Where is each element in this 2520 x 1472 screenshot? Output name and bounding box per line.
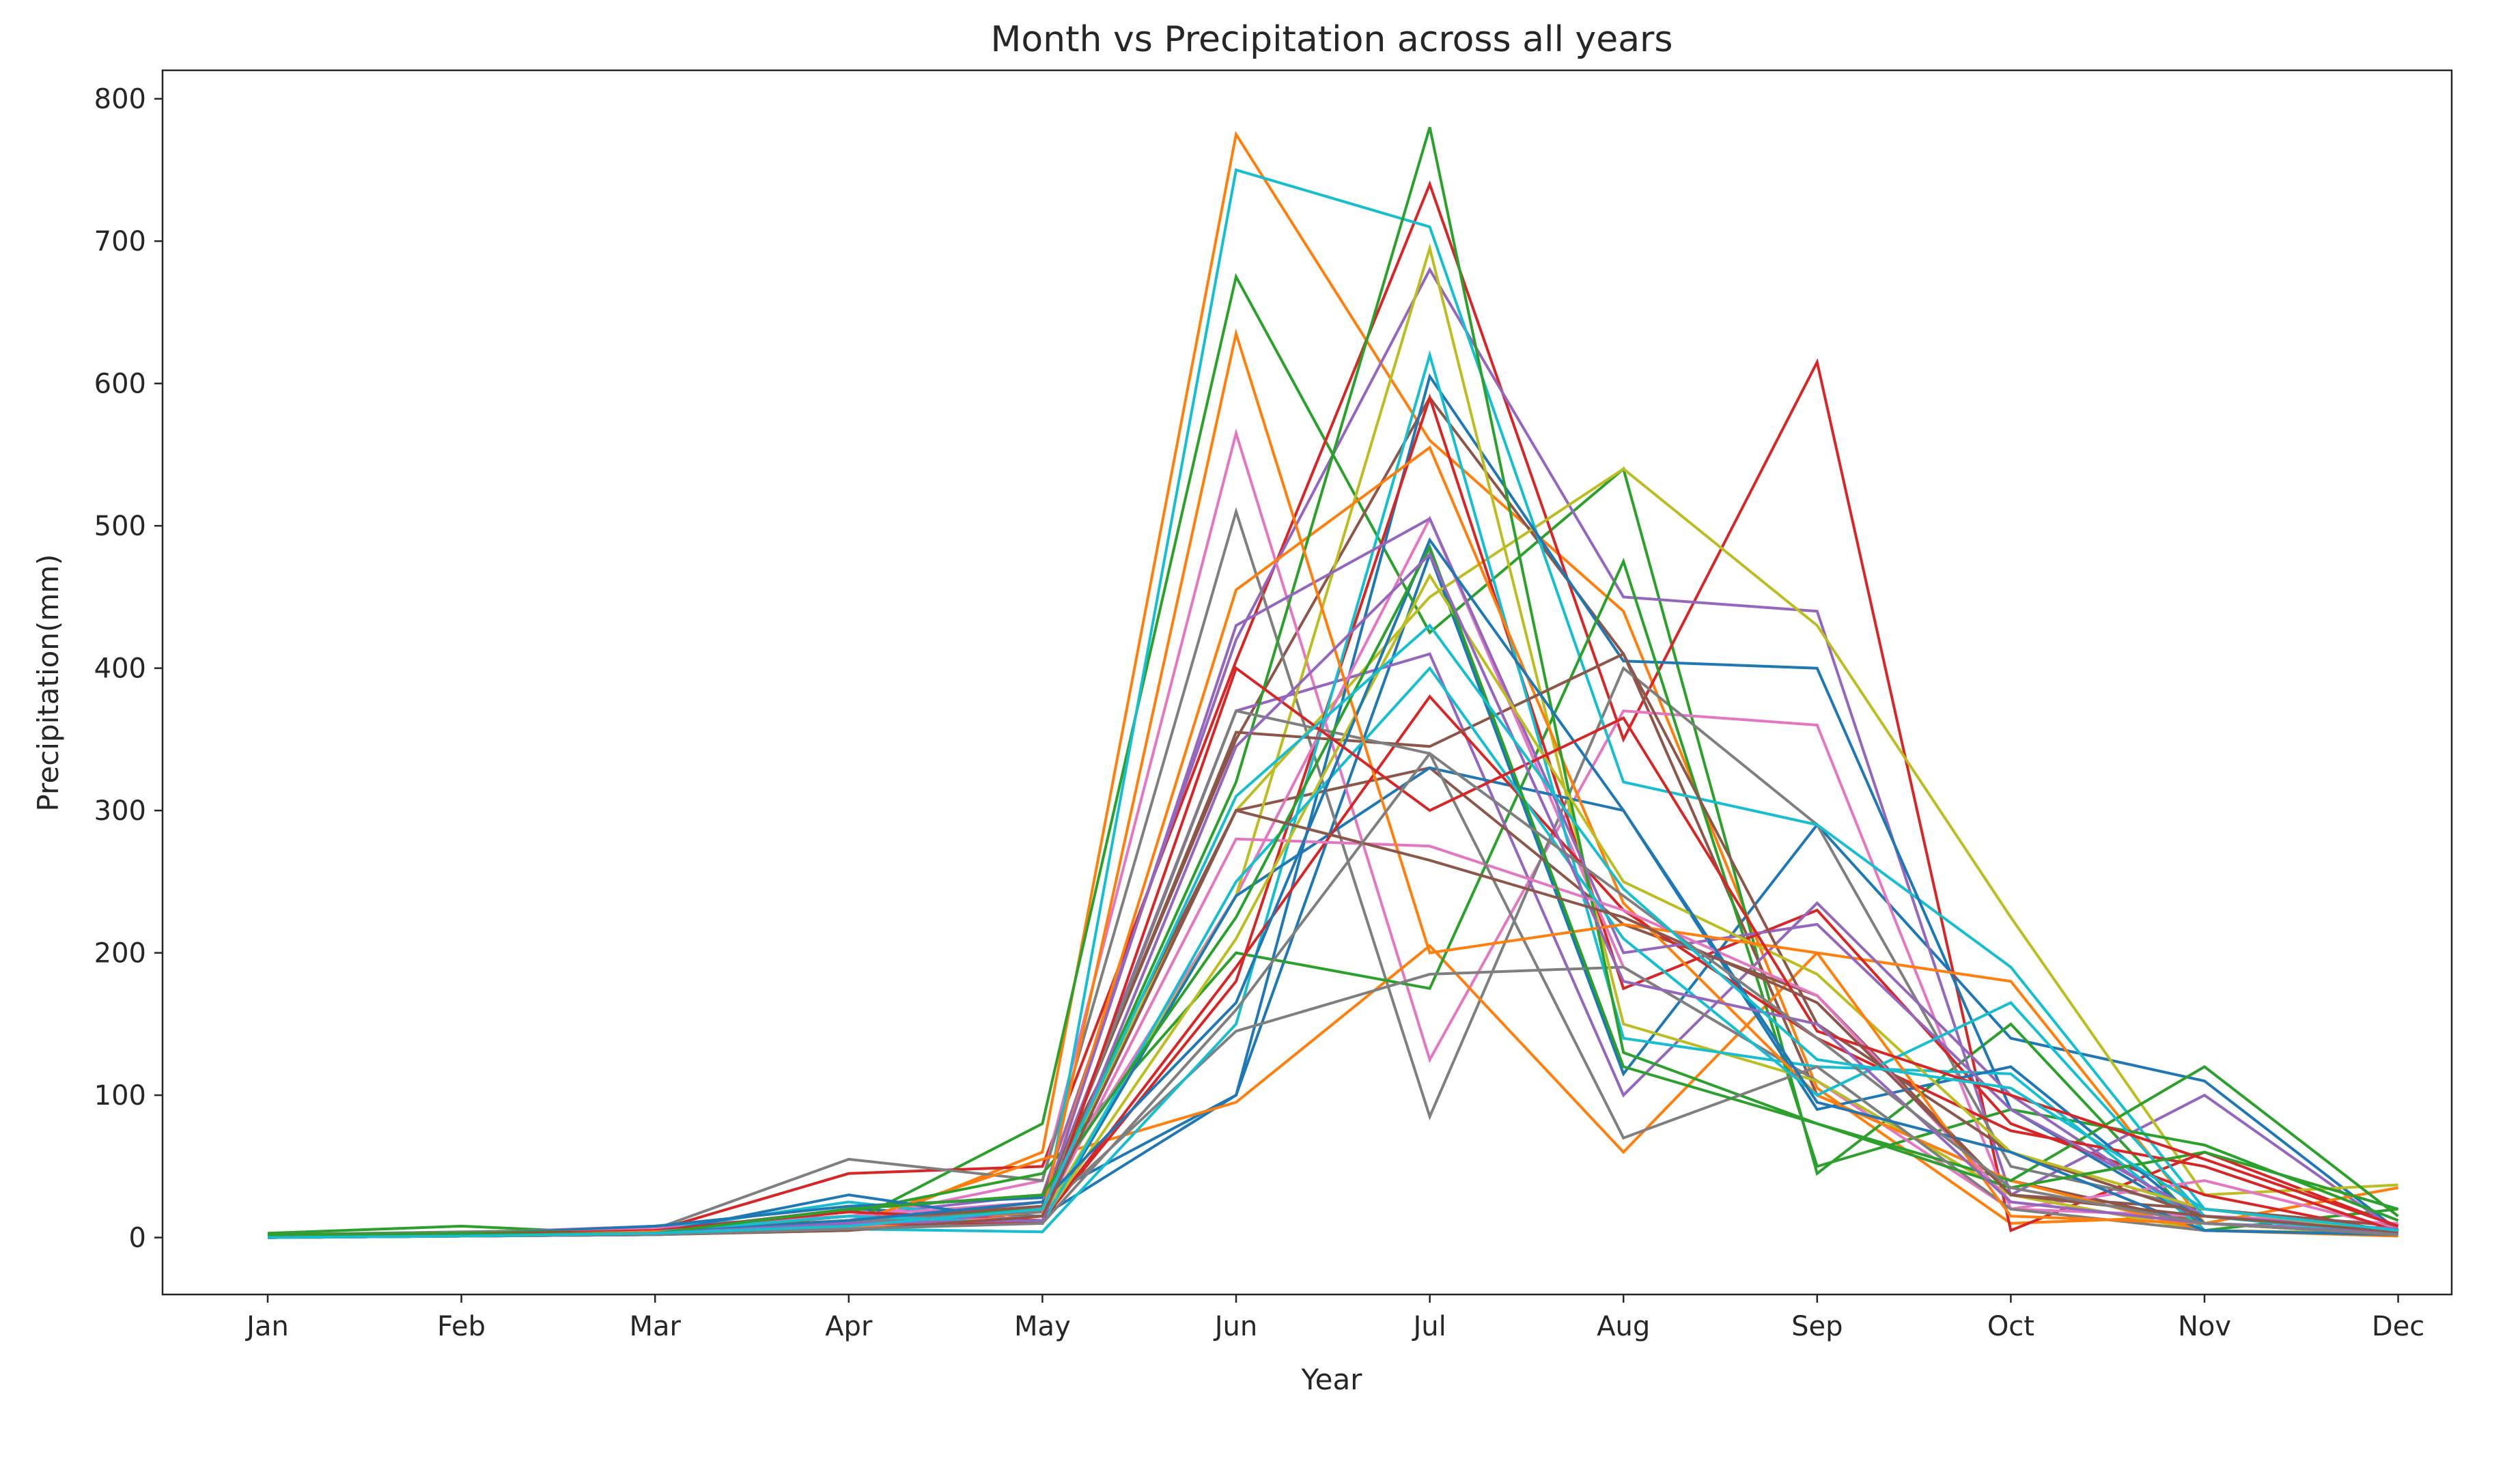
- x-tick-label: Dec: [2372, 1311, 2424, 1342]
- y-tick-label: 300: [94, 795, 146, 827]
- x-axis-label: Year: [1301, 1363, 1363, 1396]
- y-axis: 0 100 200 300 400 500 600 700 800: [94, 84, 163, 1254]
- series-layer: [267, 126, 2399, 1239]
- x-tick-label: Sep: [1791, 1311, 1843, 1342]
- x-tick-label: Apr: [825, 1311, 873, 1342]
- plot-frame: [161, 69, 2453, 1296]
- x-tick-label: Jul: [1411, 1311, 1446, 1342]
- y-axis-label: Precipitation(mm): [31, 554, 65, 811]
- x-axis: Jan Feb Mar Apr May Jun Jul Aug Sep Oct Nov Dec: [244, 1294, 2424, 1342]
- y-tick-label: 800: [94, 84, 146, 115]
- x-tick-label: May: [1014, 1311, 1071, 1342]
- chart-title: Month vs Precipitation across all years: [990, 19, 1672, 60]
- y-tick-label: 100: [94, 1080, 146, 1112]
- y-tick-label: 0: [129, 1223, 146, 1254]
- x-tick-label: Oct: [1987, 1311, 2034, 1342]
- series-line-38: [267, 623, 2398, 1239]
- x-tick-label: Jan: [244, 1311, 289, 1342]
- x-tick-label: Jun: [1213, 1311, 1258, 1342]
- y-tick-label: 700: [94, 226, 146, 257]
- x-tick-label: Aug: [1597, 1311, 1650, 1342]
- x-tick-label: Nov: [2178, 1311, 2231, 1342]
- y-tick-label: 200: [94, 938, 146, 969]
- y-tick-label: 500: [94, 511, 146, 542]
- y-tick-label: 400: [94, 653, 146, 685]
- x-tick-label: Mar: [629, 1311, 681, 1342]
- x-tick-label: Feb: [437, 1311, 486, 1342]
- series-line-24: [267, 694, 2399, 1238]
- y-tick-label: 600: [94, 369, 146, 400]
